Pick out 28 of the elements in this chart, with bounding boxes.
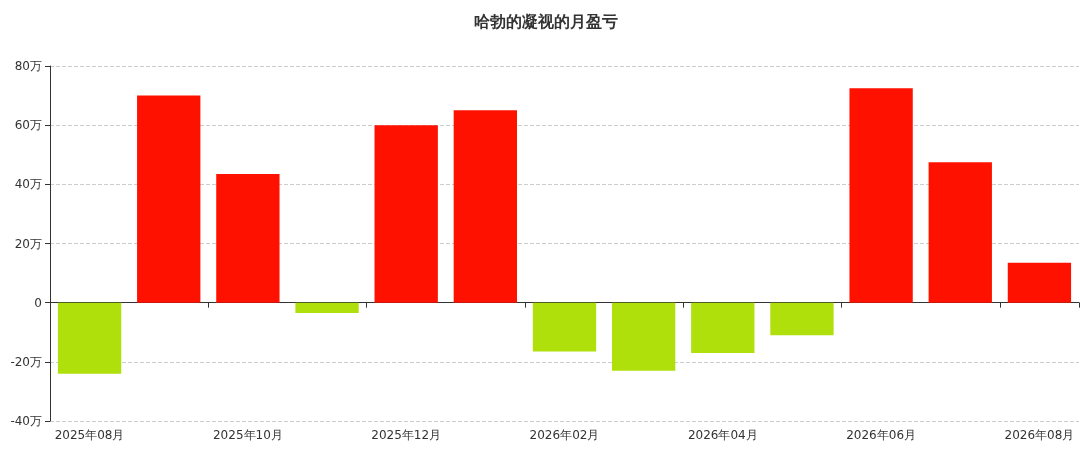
bar bbox=[453, 110, 518, 303]
bar bbox=[928, 162, 992, 303]
bar bbox=[611, 302, 676, 371]
y-tick-label: 0 bbox=[34, 295, 42, 310]
x-tick-label: 2026年06月 bbox=[846, 428, 917, 442]
bar bbox=[57, 302, 122, 374]
y-tick-label: -20万 bbox=[10, 354, 42, 369]
x-tick-label: 2025年10月 bbox=[212, 428, 283, 442]
bar bbox=[532, 302, 597, 352]
x-tick-label: 2025年08月 bbox=[54, 428, 125, 442]
x-tick-label: 2026年08月 bbox=[1004, 428, 1075, 442]
chart-title: 哈勃的凝视的月盈亏 bbox=[473, 11, 618, 31]
x-tick-label: 2026年04月 bbox=[687, 428, 758, 442]
bar bbox=[374, 125, 438, 303]
bar bbox=[1007, 262, 1072, 303]
bar bbox=[137, 95, 201, 303]
x-tick-label: 2025年12月 bbox=[371, 428, 442, 442]
bar bbox=[216, 173, 280, 303]
y-tick-label: 40万 bbox=[14, 177, 42, 192]
bar bbox=[770, 302, 834, 336]
y-tick-label: -40万 bbox=[10, 414, 42, 428]
x-tick-label: 2026年02月 bbox=[529, 428, 600, 442]
bar bbox=[849, 88, 913, 303]
y-tick-label: 80万 bbox=[14, 59, 42, 73]
bar bbox=[691, 302, 755, 353]
y-tick-label: 20万 bbox=[14, 236, 42, 251]
bar bbox=[295, 302, 359, 314]
y-tick-label: 60万 bbox=[14, 118, 42, 133]
